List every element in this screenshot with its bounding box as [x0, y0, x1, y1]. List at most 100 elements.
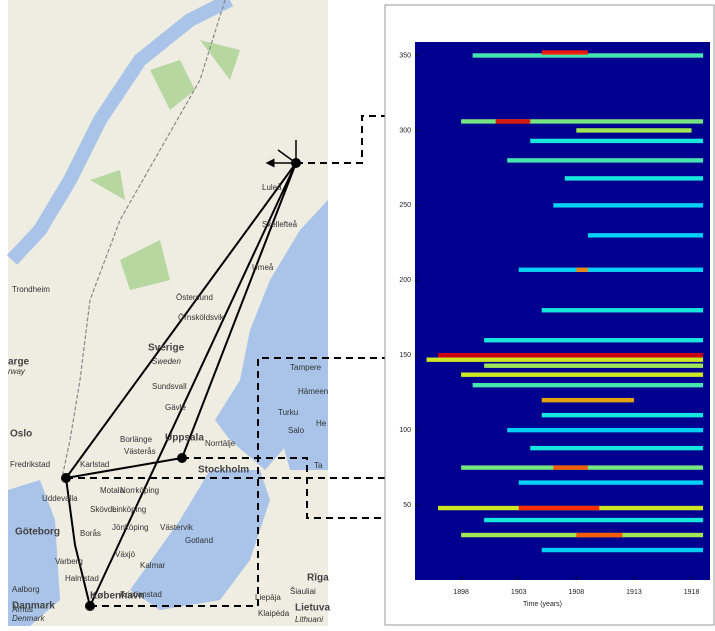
heatmap: 50 100 150 200 250 300 350 1898 1903 1908 1913 1918…: [399, 42, 710, 608]
heat-streak: [541, 308, 704, 313]
heat-streak: [484, 363, 704, 368]
place-label: Trondheim: [12, 285, 50, 294]
node: [291, 158, 301, 168]
node: [61, 473, 71, 483]
place-label: Borås: [80, 529, 101, 538]
kattegat: [8, 480, 60, 626]
place-label: Varberg: [55, 557, 83, 566]
x-tick-label: 1918: [684, 589, 700, 596]
heat-streak: [507, 427, 704, 433]
place-label: Sverige: [148, 343, 185, 354]
place-label: Liepāja: [255, 593, 281, 602]
place-label: Borlänge: [120, 435, 153, 444]
heat-streak: [576, 267, 588, 272]
place-label: Skövde: [90, 505, 117, 514]
heat-streak: [576, 532, 623, 538]
place-label: Västerås: [124, 447, 156, 456]
place-label: Norrköping: [120, 486, 159, 495]
place-label: Uddevalla: [42, 494, 78, 503]
node: [85, 601, 95, 611]
x-tick-label: 1903: [511, 589, 527, 596]
place-label: He: [316, 419, 327, 428]
heat-streak: [576, 128, 692, 133]
y-tick-label: 250: [399, 202, 411, 209]
place-label: Kalmar: [140, 561, 166, 570]
x-tick-label: 1908: [569, 589, 585, 596]
heat-streak: [426, 357, 704, 362]
heat-streak: [438, 353, 704, 358]
place-label: Västervik: [160, 523, 194, 532]
heat-streak: [484, 517, 704, 523]
place-label: Turku: [278, 408, 298, 417]
heat-streak: [495, 119, 531, 124]
border: [61, 0, 226, 479]
x-tick-label: 1898: [453, 589, 469, 596]
place-label: Göteborg: [15, 527, 60, 538]
place-label: Skellefteå: [262, 220, 298, 229]
place-label: Sweden: [152, 357, 181, 366]
x-axis-label: Time (years): [523, 601, 562, 608]
place-label: Gävle: [165, 403, 186, 412]
heat-streak: [587, 233, 704, 238]
place-label: Stockholm: [198, 465, 249, 476]
y-tick-label: 150: [399, 352, 411, 359]
heat-streak: [553, 465, 588, 470]
place-label: Danmark: [12, 601, 55, 612]
y-tick-label: 200: [399, 277, 411, 284]
place-label: Gotland: [185, 536, 213, 545]
place-label: arge: [8, 357, 30, 368]
heat-streak: [518, 505, 600, 511]
y-tick-label: 50: [403, 502, 411, 509]
heat-streak: [472, 53, 704, 58]
heat-streak: [461, 372, 704, 377]
place-label: rway: [8, 367, 26, 376]
place-label: Umeå: [252, 263, 274, 272]
heat-streak: [518, 267, 704, 272]
place-label: Kristianstad: [120, 590, 162, 599]
place-label: Lietuva: [295, 603, 330, 614]
node: [177, 453, 187, 463]
place-label: Linköping: [112, 505, 146, 514]
map: Luleå Skellefteå Umeå Östersund Örnsköldsvik…: [6, 0, 430, 626]
heat-streak: [541, 412, 704, 418]
norwegian-sea: [6, 0, 234, 265]
heat-streak: [472, 382, 704, 388]
place-label: Ta: [314, 461, 323, 470]
place-label: Norrtälje: [205, 439, 236, 448]
place-label: Rīga: [307, 573, 329, 584]
place-label: Århus: [12, 605, 33, 614]
place-label: Fredrikstad: [10, 460, 50, 469]
place-label: Klaipėda: [258, 609, 290, 618]
heat-streak: [461, 119, 704, 124]
heat-streak: [541, 547, 704, 553]
place-label: Hämeen: [298, 387, 328, 396]
place-label: Jönköping: [112, 523, 148, 532]
y-tick-label: 350: [399, 52, 411, 59]
place-label: Denmark: [12, 614, 45, 623]
place-label: Motala: [100, 486, 125, 495]
place-label: Örnsköldsvik: [178, 313, 225, 322]
y-tick-label: 100: [399, 427, 411, 434]
heat-streak: [530, 445, 704, 451]
baltic-north: [215, 0, 328, 470]
heat-streak: [541, 397, 634, 403]
place-label: Växjö: [115, 550, 136, 559]
gulf-finland: [268, 360, 328, 470]
links: [63, 162, 297, 607]
heat-streak: [484, 338, 704, 343]
place-label: Östersund: [176, 293, 213, 302]
place-label: Oslo: [10, 429, 32, 440]
place-label: Halmstad: [65, 574, 99, 583]
heat-streak: [541, 50, 588, 55]
place-label: Tampere: [290, 363, 322, 372]
heat-streak: [518, 480, 704, 485]
heat-streak: [564, 176, 704, 181]
place-label: København: [90, 591, 144, 602]
place-label: Luleå: [262, 183, 282, 192]
x-tick-label: 1913: [626, 589, 642, 596]
baltic-south: [130, 470, 270, 610]
connectors: [66, 115, 430, 607]
place-label: Sundsvall: [152, 382, 187, 391]
place-label: Lithuani: [295, 615, 323, 624]
